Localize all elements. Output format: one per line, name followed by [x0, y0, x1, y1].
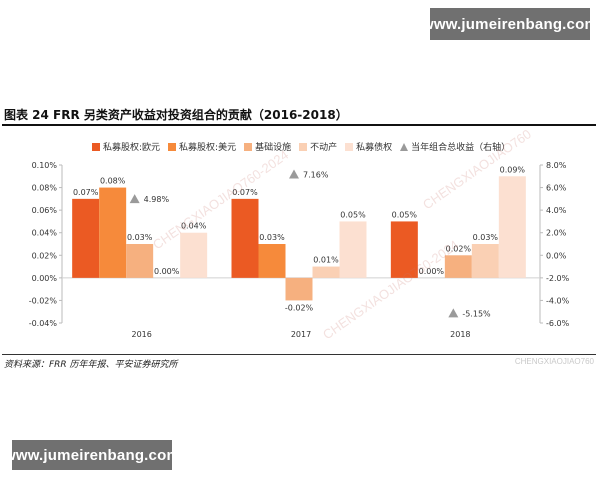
corner-watermark: CHENGXIAOJIAO760 — [514, 357, 594, 366]
legend-swatch-realestate — [299, 142, 308, 151]
legend-label-realestate: 不动产 — [310, 143, 338, 153]
legend-label-pe-eur: 私募股权:欧元 — [103, 143, 161, 153]
y-tick-label-left: -0.04% — [29, 319, 58, 328]
bar-2017-s4 — [339, 221, 367, 278]
y-tick-label-right: -6.0% — [546, 319, 570, 328]
bar-2016-s1 — [99, 187, 127, 278]
y-tick-label-right: 0.0% — [546, 251, 567, 260]
legend-item-infra: 基础设施 — [244, 140, 291, 153]
total-return-marker-2017 — [289, 169, 299, 179]
y-tick-label-left: -0.02% — [29, 296, 58, 305]
bar-label-2017-s2: -0.02% — [285, 303, 314, 312]
legend-swatch-pe-eur — [92, 142, 100, 151]
bar-label-2018-s2: 0.02% — [446, 244, 472, 253]
bar-label-2018-s1: 0.00% — [419, 267, 445, 276]
legend-label-infra: 基础设施 — [255, 143, 292, 153]
x-tick-label-2018: 2018 — [450, 330, 470, 339]
title-rule — [2, 124, 596, 126]
total-return-marker-2018 — [448, 308, 459, 318]
legend-item-private-debt: 私募债权 — [345, 140, 392, 153]
source-note: 资料来源：FRR 历年年报、平安证券研究所 — [4, 360, 178, 370]
bar-2016-s0 — [72, 198, 100, 278]
total-return-marker-2016 — [129, 194, 140, 204]
bar-2017-s2 — [285, 277, 313, 301]
y-tick-label-right: 2.0% — [546, 229, 567, 238]
y-tick-label-left: 0.10% — [32, 161, 58, 170]
y-tick-label-left: 0.06% — [32, 206, 58, 215]
x-tick-label-2016: 2016 — [131, 330, 151, 339]
y-tick-label-left: 0.00% — [32, 274, 58, 283]
bar-2017-s3 — [312, 266, 340, 278]
y-tick-label-right: 6.0% — [546, 184, 567, 193]
bar-label-2016-s3: 0.00% — [154, 267, 180, 276]
legend-item-realestate: 不动产 — [299, 140, 337, 153]
y-tick-label-right: 4.0% — [546, 206, 567, 215]
bar-2018-s0 — [390, 221, 418, 278]
watermark-bottom: www.jumeirenbang.com — [4, 440, 180, 470]
x-tick-label-2017: 2017 — [291, 330, 311, 339]
watermark-top: www.jumeirenbang.com — [422, 8, 598, 40]
total-return-label-2016: 4.98% — [144, 195, 170, 204]
bar-label-2016-s4: 0.04% — [181, 222, 207, 231]
bar-label-2017-s1: 0.03% — [259, 233, 285, 242]
y-tick-label-left: 0.02% — [32, 251, 58, 260]
legend-label-pe-usd: 私募股权:美元 — [179, 143, 237, 153]
total-return-label-2018: -5.15% — [462, 309, 491, 318]
legend-label-total-return: 当年组合总收益（右轴） — [411, 143, 511, 153]
legend-swatch-private-debt — [345, 142, 354, 151]
y-tick-label-left: 0.04% — [32, 229, 58, 238]
bar-label-2017-s3: 0.01% — [313, 256, 339, 265]
bar-label-2018-s0: 0.05% — [392, 210, 418, 219]
total-return-label-2017: 7.16% — [303, 170, 329, 179]
y-tick-label-right: -4.0% — [546, 296, 570, 305]
bar-label-2018-s4: 0.09% — [500, 165, 526, 174]
bar-2018-s4 — [498, 176, 526, 278]
bar-label-2017-s0: 0.07% — [232, 188, 258, 197]
bar-label-2016-s1: 0.08% — [100, 177, 126, 186]
legend-item-pe-usd: 私募股权:美元 — [168, 140, 236, 153]
legend-item-total-return: 当年组合总收益（右轴） — [400, 140, 510, 153]
legend-triangle-icon — [400, 142, 409, 151]
legend-label-private-debt: 私募债权 — [356, 143, 393, 153]
bar-2016-s2 — [126, 244, 154, 278]
bar-2017-s1 — [258, 244, 286, 278]
bar-2018-s3 — [471, 244, 499, 278]
bar-label-2016-s2: 0.03% — [127, 233, 153, 242]
legend-swatch-pe-usd — [168, 142, 177, 151]
bar-2016-s4 — [180, 232, 208, 278]
y-tick-label-right: -2.0% — [546, 274, 570, 283]
y-tick-label-left: 0.08% — [32, 184, 58, 193]
legend-swatch-infra — [244, 142, 253, 151]
bar-2018-s2 — [444, 255, 472, 278]
bar-label-2017-s4: 0.05% — [340, 210, 366, 219]
figure-title: 图表 24 FRR 另类资产收益对投资组合的贡献（2016-2018） — [4, 108, 348, 122]
legend-item-pe-eur: 私募股权:欧元 — [92, 140, 160, 153]
footer-rule — [2, 354, 596, 355]
chart-legend: 私募股权:欧元 私募股权:美元 基础设施 不动产 私募债权 当年组合总收益（右轴… — [92, 140, 562, 153]
y-tick-label-right: 8.0% — [546, 161, 567, 170]
bar-label-2018-s3: 0.03% — [473, 233, 499, 242]
bar-2017-s0 — [231, 198, 259, 278]
bar-label-2016-s0: 0.07% — [73, 188, 99, 197]
